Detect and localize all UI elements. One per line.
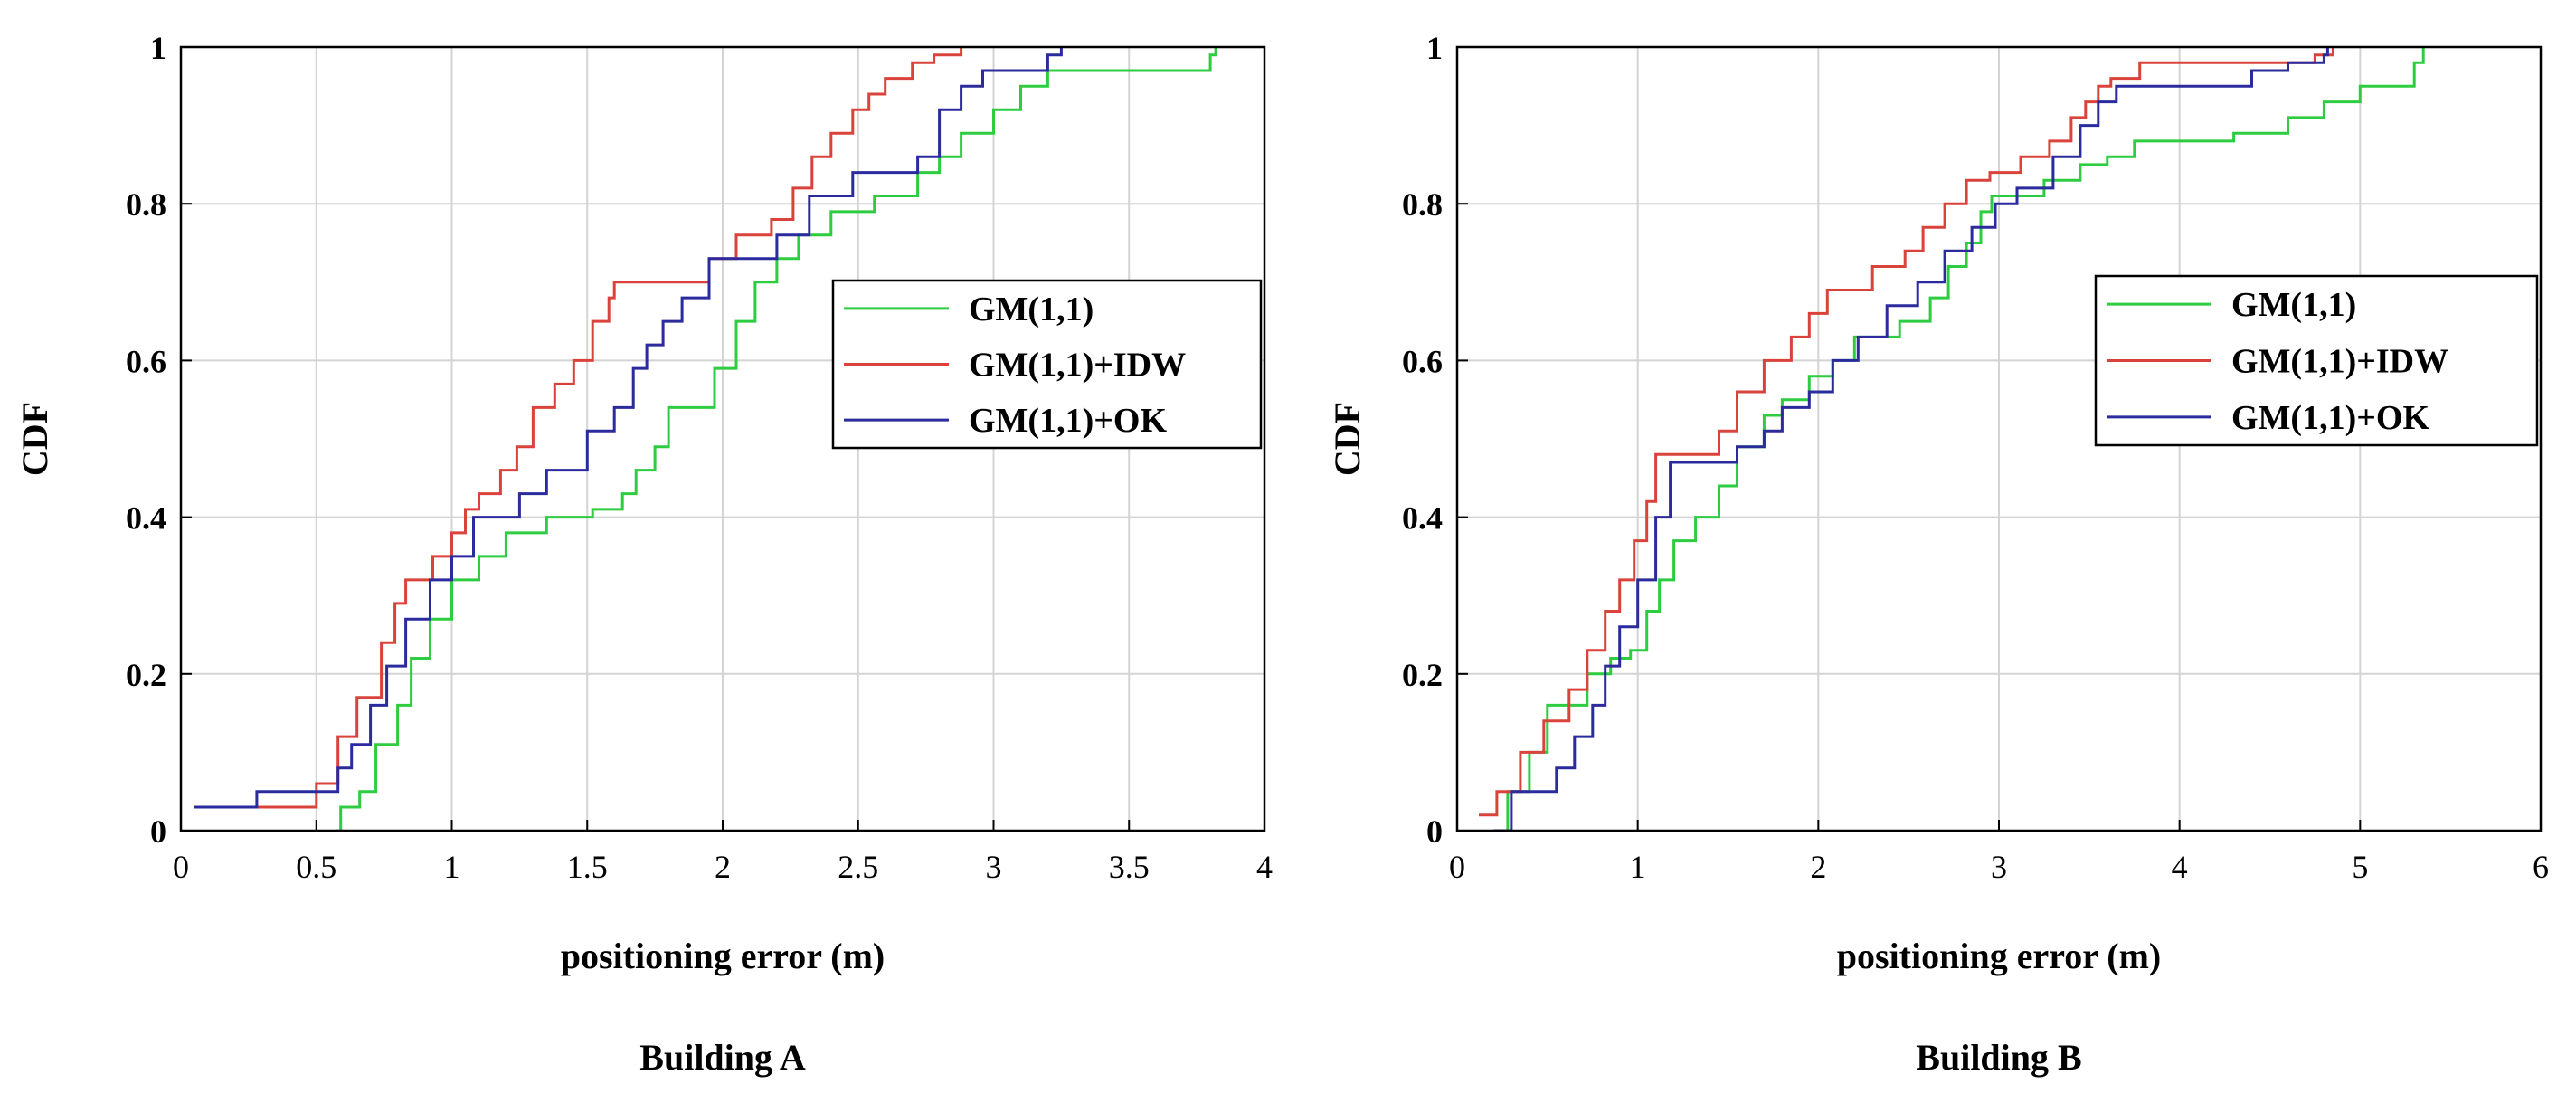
building-b-series-gm-1-1-ok bbox=[1492, 47, 2329, 832]
building-a-xtick-label-0: 0 bbox=[173, 849, 189, 885]
building-b-xlabel: positioning error (m) bbox=[1837, 936, 2162, 976]
building-a-series-gm-1-1-ok bbox=[194, 47, 1063, 809]
building-a-ytick-label-1: 0.2 bbox=[126, 657, 166, 693]
building-a-xlabel: positioning error (m) bbox=[561, 936, 886, 976]
building-b-series-gm-1-1-idw bbox=[1479, 47, 2334, 817]
building-b-xtick-label-6: 6 bbox=[2533, 849, 2549, 885]
building-a-legend: GM(1,1) GM(1,1)+IDW GM(1,1)+OK bbox=[831, 279, 1263, 450]
building-b-xtick-label-4: 4 bbox=[2172, 849, 2188, 885]
building-b-title: Building B bbox=[1916, 1037, 2081, 1078]
building-a-ytick-label-2: 0.4 bbox=[126, 500, 166, 537]
building-a-xtick-label-1: 0.5 bbox=[296, 849, 336, 885]
building-b-legend-label-gm-1-1-idw: GM(1,1)+IDW bbox=[2231, 343, 2448, 381]
building-a-title: Building A bbox=[639, 1037, 806, 1078]
building-b-ytick-label-4: 0.8 bbox=[1402, 186, 1443, 223]
building-a-ytick-label-4: 0.8 bbox=[126, 186, 166, 223]
building-b-xtick-label-0: 0 bbox=[1449, 849, 1465, 885]
building-b-ytick-label-3: 0.6 bbox=[1402, 343, 1443, 379]
building-a-ytick-label-0: 0 bbox=[150, 813, 166, 850]
building-b-ylabel: CDF bbox=[1327, 402, 1368, 476]
building-a-xtick-label-3: 1.5 bbox=[567, 849, 608, 885]
building-a-xtick-label-4: 2 bbox=[715, 849, 731, 885]
panel-building-b: 0 1 2 3 4 5 6 0 0.2 0.4 0.6 0.8 1 CDF positioning erro… bbox=[1327, 30, 2549, 1078]
building-a-xtick-label-2: 1 bbox=[444, 849, 460, 885]
building-a-legend-label-gm-1-1-idw: GM(1,1)+IDW bbox=[969, 347, 1186, 385]
building-b-legend: GM(1,1) GM(1,1)+IDW GM(1,1)+OK bbox=[2094, 274, 2539, 447]
building-a-ytick-label-3: 0.6 bbox=[126, 343, 166, 379]
building-a-xtick-label-6: 3 bbox=[986, 849, 1002, 885]
building-a-series-gm-1-1-idw bbox=[200, 47, 963, 809]
building-b-xtick-label-1: 1 bbox=[1630, 849, 1646, 885]
building-b-legend-label-gm-1-1-ok: GM(1,1)+OK bbox=[2231, 399, 2429, 437]
building-a-ytick-label-5: 1 bbox=[150, 30, 166, 66]
building-b-xtick-label-2: 2 bbox=[1810, 849, 1826, 885]
building-a-ylabel: CDF bbox=[14, 402, 55, 476]
panel-building-a: 0 0.5 1 1.5 2 2.5 3 3.5 4 0 0.2 0.4 0.6 0.8 1 CDF positi… bbox=[14, 30, 1273, 1078]
building-b-ytick-label-5: 1 bbox=[1426, 30, 1443, 66]
building-b-ytick-label-1: 0.2 bbox=[1402, 657, 1443, 693]
building-a-series-gm-1-1 bbox=[335, 47, 1217, 832]
building-a-legend-label-gm-1-1-ok: GM(1,1)+OK bbox=[969, 402, 1167, 440]
building-b-ytick-label-0: 0 bbox=[1426, 813, 1443, 850]
building-a-legend-label-gm-1-1: GM(1,1) bbox=[969, 290, 1094, 328]
building-a-xtick-label-7: 3.5 bbox=[1109, 849, 1150, 885]
building-b-legend-label-gm-1-1: GM(1,1) bbox=[2231, 286, 2356, 324]
building-b-ytick-label-2: 0.4 bbox=[1402, 500, 1443, 537]
building-a-xtick-label-5: 2.5 bbox=[838, 849, 878, 885]
building-a-xtick-label-8: 4 bbox=[1256, 849, 1273, 885]
building-b-xtick-label-3: 3 bbox=[1991, 849, 2007, 885]
building-b-xtick-label-5: 5 bbox=[2352, 849, 2368, 885]
